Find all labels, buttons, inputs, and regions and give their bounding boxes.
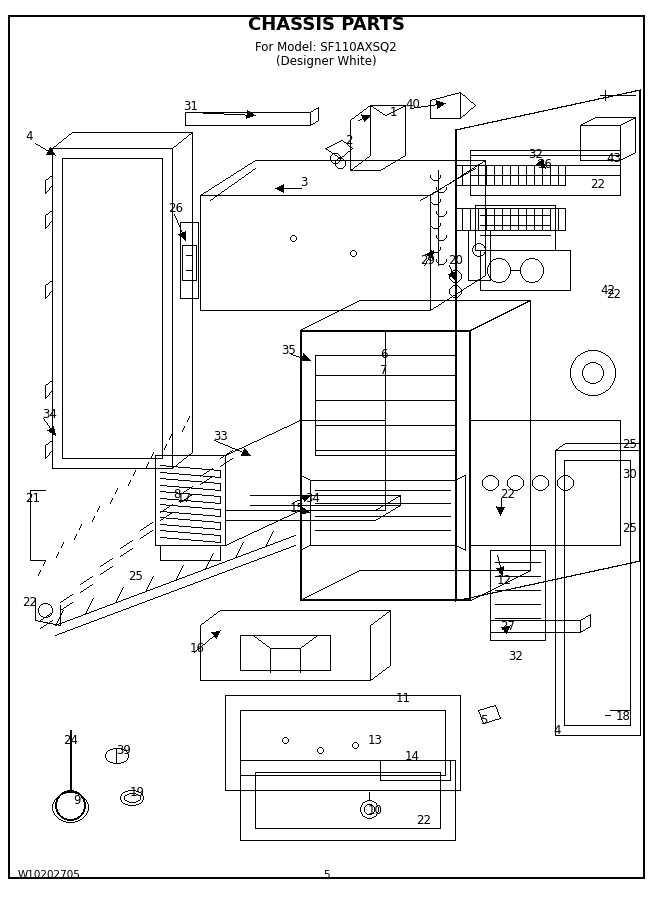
Text: 22: 22 [606, 289, 621, 302]
Text: 17: 17 [177, 491, 192, 505]
Text: 21: 21 [25, 491, 40, 505]
Text: 32: 32 [528, 148, 543, 161]
Text: 20: 20 [448, 254, 463, 266]
Text: 24: 24 [63, 734, 78, 746]
Text: 1: 1 [390, 105, 398, 119]
Text: 5: 5 [480, 714, 488, 726]
Text: 4: 4 [553, 724, 561, 736]
Text: CHASSIS PARTS: CHASSIS PARTS [248, 16, 404, 34]
Text: 26: 26 [168, 202, 183, 214]
Text: 31: 31 [183, 101, 198, 113]
Text: 22: 22 [416, 814, 431, 826]
Text: 43: 43 [606, 151, 621, 165]
Text: 25: 25 [622, 521, 637, 535]
Text: 34: 34 [305, 491, 320, 505]
Text: 36: 36 [537, 158, 552, 172]
Text: 10: 10 [368, 804, 383, 816]
Text: 32: 32 [508, 650, 523, 662]
Text: 22: 22 [22, 596, 37, 608]
Text: 8: 8 [173, 489, 181, 501]
Text: 9: 9 [73, 794, 80, 806]
Text: 40: 40 [405, 98, 420, 112]
Text: 33: 33 [213, 430, 228, 444]
Text: 25: 25 [622, 438, 637, 452]
Text: 13: 13 [368, 734, 383, 746]
Text: 22: 22 [500, 489, 515, 501]
Text: 4: 4 [25, 130, 33, 143]
Text: 11: 11 [396, 691, 411, 705]
Text: 3: 3 [300, 176, 307, 190]
Text: For Model: SF110AXSQ2: For Model: SF110AXSQ2 [255, 40, 397, 53]
Text: 5: 5 [323, 870, 329, 880]
Text: 19: 19 [130, 787, 145, 799]
Text: 22: 22 [590, 178, 605, 192]
Text: 14: 14 [405, 751, 420, 763]
Text: W10202705: W10202705 [18, 870, 81, 880]
Text: 35: 35 [281, 344, 296, 356]
Text: 25: 25 [128, 570, 143, 582]
Text: 12: 12 [497, 573, 512, 587]
Text: 39: 39 [116, 743, 131, 757]
Text: 7: 7 [380, 364, 387, 376]
Text: 34: 34 [42, 408, 57, 420]
Text: 6: 6 [380, 348, 387, 362]
Text: 29: 29 [420, 254, 435, 266]
Text: 27: 27 [500, 620, 515, 634]
Text: 42: 42 [600, 284, 615, 296]
Text: 18: 18 [616, 710, 631, 724]
Text: 2: 2 [345, 133, 353, 147]
Text: 15: 15 [290, 501, 305, 515]
Text: (Designer White): (Designer White) [276, 56, 376, 68]
Text: 16: 16 [190, 642, 205, 654]
Text: 30: 30 [622, 469, 637, 482]
